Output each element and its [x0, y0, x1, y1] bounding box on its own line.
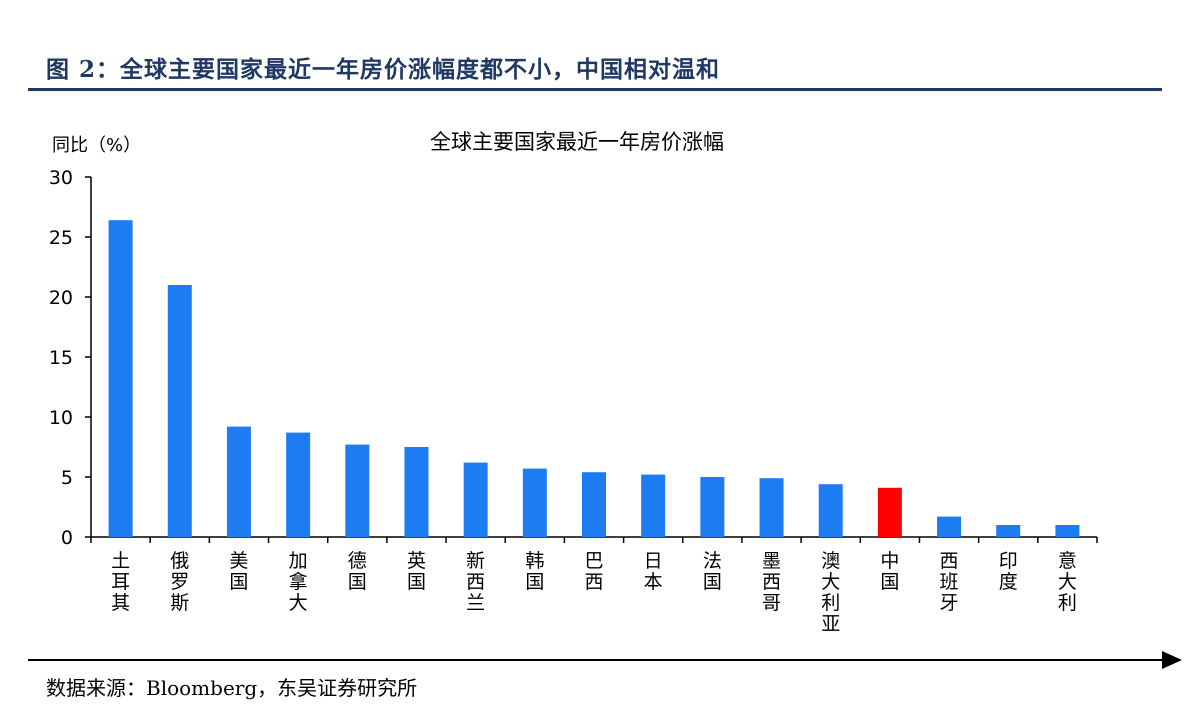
x-tick-label-char: 国 — [880, 571, 899, 593]
bottom-rule — [28, 659, 1166, 661]
x-tick-label-char: 西 — [466, 571, 485, 593]
x-tick-label-char: 意 — [1058, 550, 1077, 572]
x-tick-label: 中国 — [880, 550, 899, 593]
x-tick-label-char: 国 — [348, 571, 367, 593]
x-tick-label-char: 加 — [289, 550, 308, 572]
x-tick-label-char: 拿 — [289, 570, 308, 593]
x-tick-label-char: 大 — [289, 592, 308, 614]
top-rule — [28, 88, 1162, 91]
x-tick-label: 新西兰 — [466, 550, 485, 614]
x-tick-label-char: 罗 — [170, 571, 189, 593]
x-tick-label-char: 澳 — [821, 550, 840, 572]
x-tick-label-char: 斯 — [170, 592, 189, 614]
bar-17 — [1055, 525, 1080, 537]
chart-title: 全球主要国家最近一年房价涨幅 — [430, 130, 724, 154]
bar-14 — [877, 487, 902, 537]
x-tick-label: 日本 — [644, 550, 663, 593]
x-tick-label: 意大利 — [1058, 550, 1077, 614]
x-tick-label-char: 印 — [999, 550, 1018, 572]
x-tick-label-char: 中 — [880, 550, 899, 572]
x-tick-label: 德国 — [348, 550, 367, 593]
x-tick-label-char: 西 — [762, 571, 781, 593]
x-tick-label: 美国 — [229, 550, 248, 593]
x-tick-label-char: 土 — [111, 550, 130, 572]
x-tick-label-char: 西 — [940, 550, 959, 572]
y-tick-label: 0 — [61, 527, 73, 549]
x-tick-label-char: 法 — [703, 550, 722, 572]
x-tick-label-char: 日 — [644, 550, 663, 572]
y-tick-label: 25 — [49, 227, 73, 249]
x-tick-label: 韩国 — [525, 550, 544, 593]
x-tick-label-char: 班 — [940, 571, 959, 593]
x-tick-label-char: 哥 — [762, 592, 781, 614]
x-tick-label-char: 本 — [644, 571, 663, 593]
x-tick-label-char: 英 — [407, 550, 426, 572]
x-tick-label-char: 利 — [821, 592, 840, 614]
x-tick-label-char: 国 — [703, 571, 722, 593]
x-tick-label-char: 国 — [229, 571, 248, 593]
y-tick-label: 10 — [49, 407, 73, 429]
bar-16 — [996, 525, 1021, 537]
bar-1 — [108, 220, 133, 537]
x-tick-label: 澳大利亚 — [821, 550, 840, 635]
x-tick-label-char: 国 — [407, 571, 426, 593]
y-tick-label: 30 — [49, 167, 73, 189]
x-tick-label-char: 墨 — [762, 550, 781, 572]
x-tick-label: 俄罗斯 — [170, 550, 189, 614]
x-tick-label-char: 韩 — [525, 550, 544, 572]
x-tick-label: 印度 — [999, 550, 1018, 593]
x-tick-label: 法国 — [703, 550, 722, 593]
x-tick-label-char: 亚 — [821, 613, 840, 635]
x-tick-label: 加拿大 — [289, 550, 308, 614]
bar-13 — [818, 484, 843, 537]
x-tick-label-char: 利 — [1058, 592, 1077, 614]
x-tick-label-char: 西 — [584, 571, 603, 593]
x-tick-label-char: 度 — [999, 571, 1018, 593]
x-tick-label-char: 大 — [1058, 571, 1077, 593]
bar-9 — [582, 472, 606, 537]
x-tick-label-char: 耳 — [111, 571, 130, 593]
x-tick-label-char: 巴 — [584, 550, 603, 572]
bar-15 — [937, 516, 962, 537]
y-axis-label: 同比（%） — [52, 135, 142, 156]
x-tick-label: 土耳其 — [111, 550, 130, 614]
x-tick-label-char: 美 — [229, 550, 248, 572]
bar-10 — [641, 474, 666, 537]
bar-12 — [759, 478, 784, 537]
bar-5 — [345, 444, 370, 537]
x-tick-label-char: 德 — [348, 550, 367, 572]
x-tick-label-char: 国 — [525, 571, 544, 593]
x-tick-label: 墨西哥 — [762, 550, 781, 614]
bar-6 — [404, 447, 429, 537]
bar-4 — [286, 432, 311, 537]
y-tick-label: 5 — [61, 467, 73, 489]
bar-2 — [167, 285, 192, 537]
figure-title: 图 2：全球主要国家最近一年房价涨幅度都不小，中国相对温和 — [46, 56, 721, 83]
x-tick-label-char: 新 — [466, 550, 485, 572]
bar-11 — [700, 477, 725, 537]
bar-8 — [522, 468, 547, 537]
y-tick-label: 20 — [49, 287, 73, 309]
arrow-right-icon — [1162, 651, 1182, 669]
x-tick-label: 西班牙 — [940, 550, 959, 614]
x-tick-label-char: 其 — [111, 592, 130, 614]
source-note: 数据来源：Bloomberg，东吴证券研究所 — [46, 676, 418, 700]
x-tick-label: 英国 — [407, 550, 426, 593]
x-tick-label: 巴西 — [584, 550, 603, 593]
bar-3 — [226, 426, 251, 537]
x-tick-label-char: 俄 — [170, 550, 189, 572]
bar-7 — [463, 462, 488, 537]
x-tick-label-char: 兰 — [466, 592, 485, 614]
y-tick-label: 15 — [49, 347, 73, 369]
x-tick-label-char: 大 — [821, 571, 840, 593]
x-tick-label-char: 牙 — [940, 592, 959, 614]
